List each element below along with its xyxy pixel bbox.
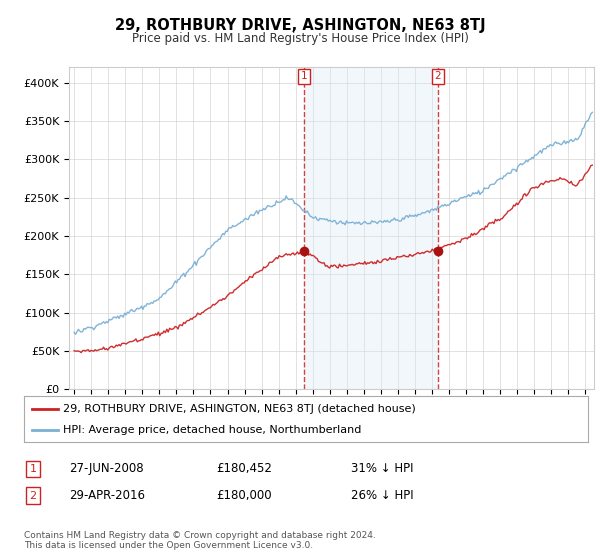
Text: 1: 1	[301, 72, 307, 81]
Text: HPI: Average price, detached house, Northumberland: HPI: Average price, detached house, Nort…	[64, 425, 362, 435]
Text: 26% ↓ HPI: 26% ↓ HPI	[351, 489, 413, 502]
Text: 1: 1	[29, 464, 37, 474]
Text: £180,000: £180,000	[216, 489, 272, 502]
Text: £180,452: £180,452	[216, 462, 272, 475]
Text: 29-APR-2016: 29-APR-2016	[69, 489, 145, 502]
Text: 31% ↓ HPI: 31% ↓ HPI	[351, 462, 413, 475]
Text: Price paid vs. HM Land Registry's House Price Index (HPI): Price paid vs. HM Land Registry's House …	[131, 32, 469, 45]
Bar	[304, 67, 437, 389]
Text: Contains HM Land Registry data © Crown copyright and database right 2024.
This d: Contains HM Land Registry data © Crown c…	[24, 531, 376, 550]
Text: 2: 2	[29, 491, 37, 501]
Text: 27-JUN-2008: 27-JUN-2008	[69, 462, 143, 475]
Text: 29, ROTHBURY DRIVE, ASHINGTON, NE63 8TJ: 29, ROTHBURY DRIVE, ASHINGTON, NE63 8TJ	[115, 18, 485, 33]
Text: 2: 2	[434, 72, 441, 81]
Text: 29, ROTHBURY DRIVE, ASHINGTON, NE63 8TJ (detached house): 29, ROTHBURY DRIVE, ASHINGTON, NE63 8TJ …	[64, 404, 416, 414]
